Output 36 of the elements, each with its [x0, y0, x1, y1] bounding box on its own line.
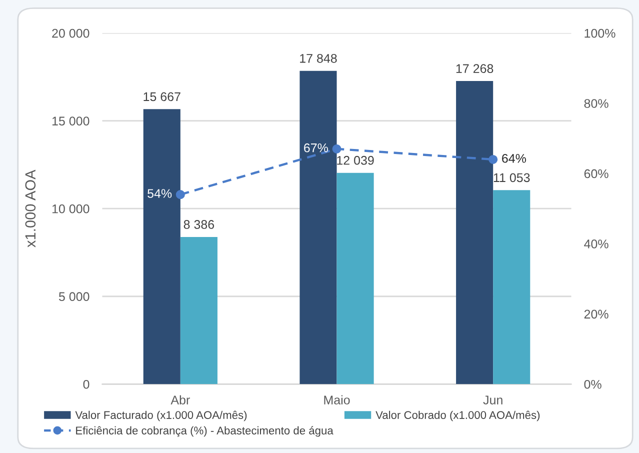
y-tick-label: 10 000	[52, 204, 90, 214]
data-label: 17 848	[300, 54, 337, 63]
y-axis-title: x1.000 AOA	[25, 170, 36, 248]
data-label: 64%	[502, 154, 526, 163]
bar	[493, 190, 530, 384]
bar	[143, 109, 180, 384]
x-tick-label: Maio	[324, 395, 350, 404]
bar	[180, 236, 218, 384]
x-tick-label: Abr	[170, 395, 190, 404]
data-label: 67%	[304, 143, 328, 152]
y2-tick-label: 40%	[584, 240, 608, 248]
data-label: 17 268	[456, 64, 494, 73]
data-label: 12 039	[337, 156, 374, 165]
legend-label: Valor Facturado (x1.000 AOA/mês)	[75, 410, 247, 422]
y-tick-label: 15 000	[52, 116, 90, 126]
bar	[456, 81, 494, 384]
legend-label: Eficiência de cobrança (%) - Abastecimento de água	[76, 426, 334, 437]
legend-label: Valor Cobrado (x1.000 AOA/mês)	[376, 410, 540, 422]
bar	[336, 172, 374, 384]
point	[176, 190, 185, 200]
y2-tick-label: 100%	[584, 28, 616, 38]
y-tick-label: 20 000	[52, 28, 90, 38]
data-label: 15 667	[144, 92, 180, 102]
y-tick-label: 0	[83, 380, 90, 389]
y2-tick-label: 80%	[584, 99, 608, 108]
y-tick-label: 5 000	[58, 292, 90, 302]
x-tick-label: Jun	[483, 396, 502, 404]
bar	[300, 70, 337, 384]
y2-tick-label: 20%	[584, 310, 608, 319]
data-label: 11 053	[494, 173, 530, 182]
data-label: 8 386	[184, 220, 214, 229]
y2-tick-label: 60%	[584, 169, 608, 178]
y2-tick-label: 0%	[584, 380, 602, 389]
data-label: 54%	[148, 189, 172, 198]
point	[488, 154, 498, 164]
point	[332, 144, 342, 154]
